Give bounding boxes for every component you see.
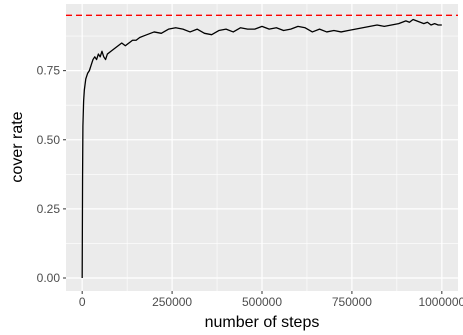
- x-tick-label: 750000: [332, 295, 372, 309]
- x-axis: 0 250000 500000 750000 1000000: [79, 291, 463, 309]
- x-tick-label: 500000: [242, 295, 282, 309]
- y-tick-label: 0.50: [37, 133, 61, 147]
- x-tick-label: 1000000: [418, 295, 463, 309]
- x-tick-label: 250000: [152, 295, 192, 309]
- x-tick-label: 0: [79, 295, 86, 309]
- y-tick-label: 0.25: [37, 202, 61, 216]
- x-axis-title: number of steps: [205, 314, 320, 331]
- y-tick-label: 0.00: [37, 271, 61, 285]
- series-layer: [81, 18, 442, 279]
- y-axis-title: cover rate: [9, 111, 26, 182]
- y-axis: 0.00 0.25 0.50 0.75: [37, 64, 66, 285]
- y-tick-label: 0.75: [37, 64, 61, 78]
- series-line: [81, 18, 442, 279]
- major-gridlines: [66, 4, 458, 291]
